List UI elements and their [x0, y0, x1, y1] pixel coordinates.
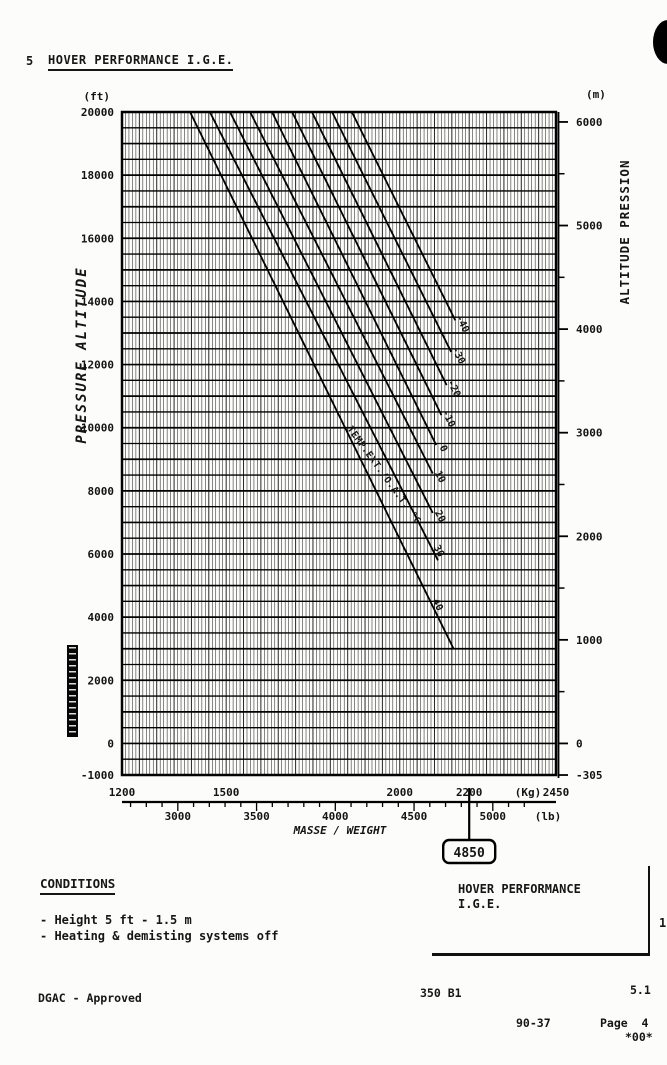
- caption-line2: I.G.E.: [458, 897, 502, 911]
- svg-text:-305: -305: [576, 769, 603, 782]
- svg-text:16000: 16000: [81, 232, 114, 245]
- svg-text:12000: 12000: [81, 359, 114, 372]
- margin-mark: 1: [659, 916, 667, 930]
- svg-text:14000: 14000: [81, 295, 114, 308]
- scan-corner-mark-icon: [653, 20, 667, 64]
- condition-item-heating: - Heating & demisting systems off: [40, 929, 279, 943]
- svg-text:(ft): (ft): [84, 90, 111, 103]
- svg-text:(Kg): (Kg): [515, 786, 542, 799]
- svg-text:6000: 6000: [576, 116, 603, 129]
- effectivity-code: *00*: [625, 1030, 653, 1044]
- approval-text: DGAC - Approved: [38, 991, 142, 1005]
- svg-text:MASSE / WEIGHT: MASSE / WEIGHT: [293, 824, 387, 837]
- svg-text:0: 0: [576, 737, 583, 750]
- svg-text:4500: 4500: [401, 810, 428, 823]
- svg-text:10000: 10000: [81, 422, 114, 435]
- svg-text:0: 0: [437, 444, 450, 454]
- svg-text:3000: 3000: [165, 810, 192, 823]
- stamp-texture: [69, 647, 76, 735]
- svg-text:ALTITUDE PRESSION: ALTITUDE PRESSION: [617, 160, 632, 305]
- page-title: HOVER PERFORMANCE I.G.E.: [48, 53, 234, 71]
- svg-text:3000: 3000: [576, 427, 603, 440]
- page-number: Page 4: [600, 1016, 649, 1030]
- svg-text:1000: 1000: [576, 634, 603, 647]
- svg-text:1500: 1500: [213, 786, 240, 799]
- conditions-heading: CONDITIONS: [40, 876, 116, 895]
- section-number: 5: [26, 54, 34, 68]
- svg-text:20000: 20000: [81, 106, 114, 119]
- svg-text:PRESSURE ALTITUDE: PRESSURE ALTITUDE: [74, 266, 90, 443]
- aircraft-model: 350 B1: [420, 986, 462, 1000]
- svg-text:4000: 4000: [88, 611, 115, 624]
- svg-text:2000: 2000: [88, 674, 115, 687]
- svg-text:8000: 8000: [88, 485, 115, 498]
- svg-text:5000: 5000: [576, 220, 603, 233]
- chapter-number: 5.1: [630, 983, 651, 997]
- svg-text:-1000: -1000: [81, 769, 114, 782]
- svg-text:2000: 2000: [576, 530, 603, 543]
- svg-text:30: 30: [431, 543, 446, 559]
- svg-text:2000: 2000: [387, 786, 414, 799]
- svg-text:(m): (m): [586, 88, 606, 101]
- svg-text:3500: 3500: [243, 810, 270, 823]
- svg-text:4850: 4850: [454, 846, 485, 861]
- svg-text:5000: 5000: [480, 810, 507, 823]
- condition-item-height: - Height 5 ft - 1.5 m: [40, 913, 192, 927]
- svg-text:10: 10: [432, 469, 447, 485]
- svg-text:4000: 4000: [322, 810, 349, 823]
- caption-line1: HOVER PERFORMANCE: [458, 882, 581, 896]
- svg-text:6000: 6000: [88, 548, 115, 561]
- svg-text:18000: 18000: [81, 169, 114, 182]
- vertical-reference-stamp-icon: [67, 645, 78, 737]
- figure-caption-box: HOVER PERFORMANCE I.G.E.: [432, 866, 650, 956]
- revision-number: 90-37: [516, 1016, 551, 1030]
- svg-text:0: 0: [107, 737, 114, 750]
- svg-text:(lb): (lb): [535, 810, 562, 823]
- svg-text:20: 20: [432, 509, 447, 525]
- svg-text:1200: 1200: [109, 786, 136, 799]
- svg-text:4000: 4000: [576, 323, 603, 336]
- svg-text:40: 40: [430, 597, 445, 613]
- svg-text:2450: 2450: [543, 786, 570, 799]
